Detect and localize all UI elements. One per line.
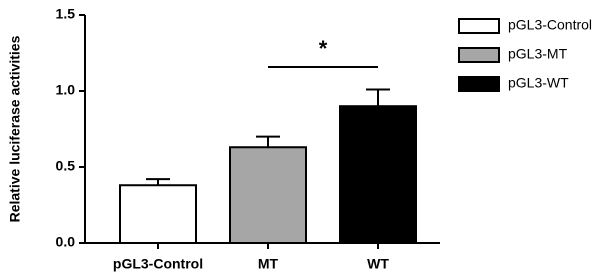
x-tick-label: WT	[367, 256, 389, 272]
x-tick-label: MT	[258, 256, 279, 272]
bar	[339, 105, 417, 244]
y-tick-label: 0.5	[56, 158, 76, 174]
bar	[119, 184, 197, 245]
x-tick-label: pGL3-Control	[113, 256, 203, 272]
legend-swatch	[458, 18, 500, 34]
y-tick-label: 1.0	[56, 82, 76, 98]
legend-label: pGL3-WT	[508, 75, 569, 91]
legend-label: pGL3-Control	[508, 17, 592, 33]
legend-label: pGL3-MT	[508, 46, 568, 62]
y-axis-label: Relative luciferase activities	[7, 35, 23, 222]
significance-label: *	[319, 36, 328, 61]
legend-swatch	[458, 47, 500, 63]
bar	[229, 146, 307, 245]
y-tick-label: 0.0	[56, 234, 76, 250]
y-tick-label: 1.5	[56, 6, 76, 22]
legend-swatch	[458, 76, 500, 92]
